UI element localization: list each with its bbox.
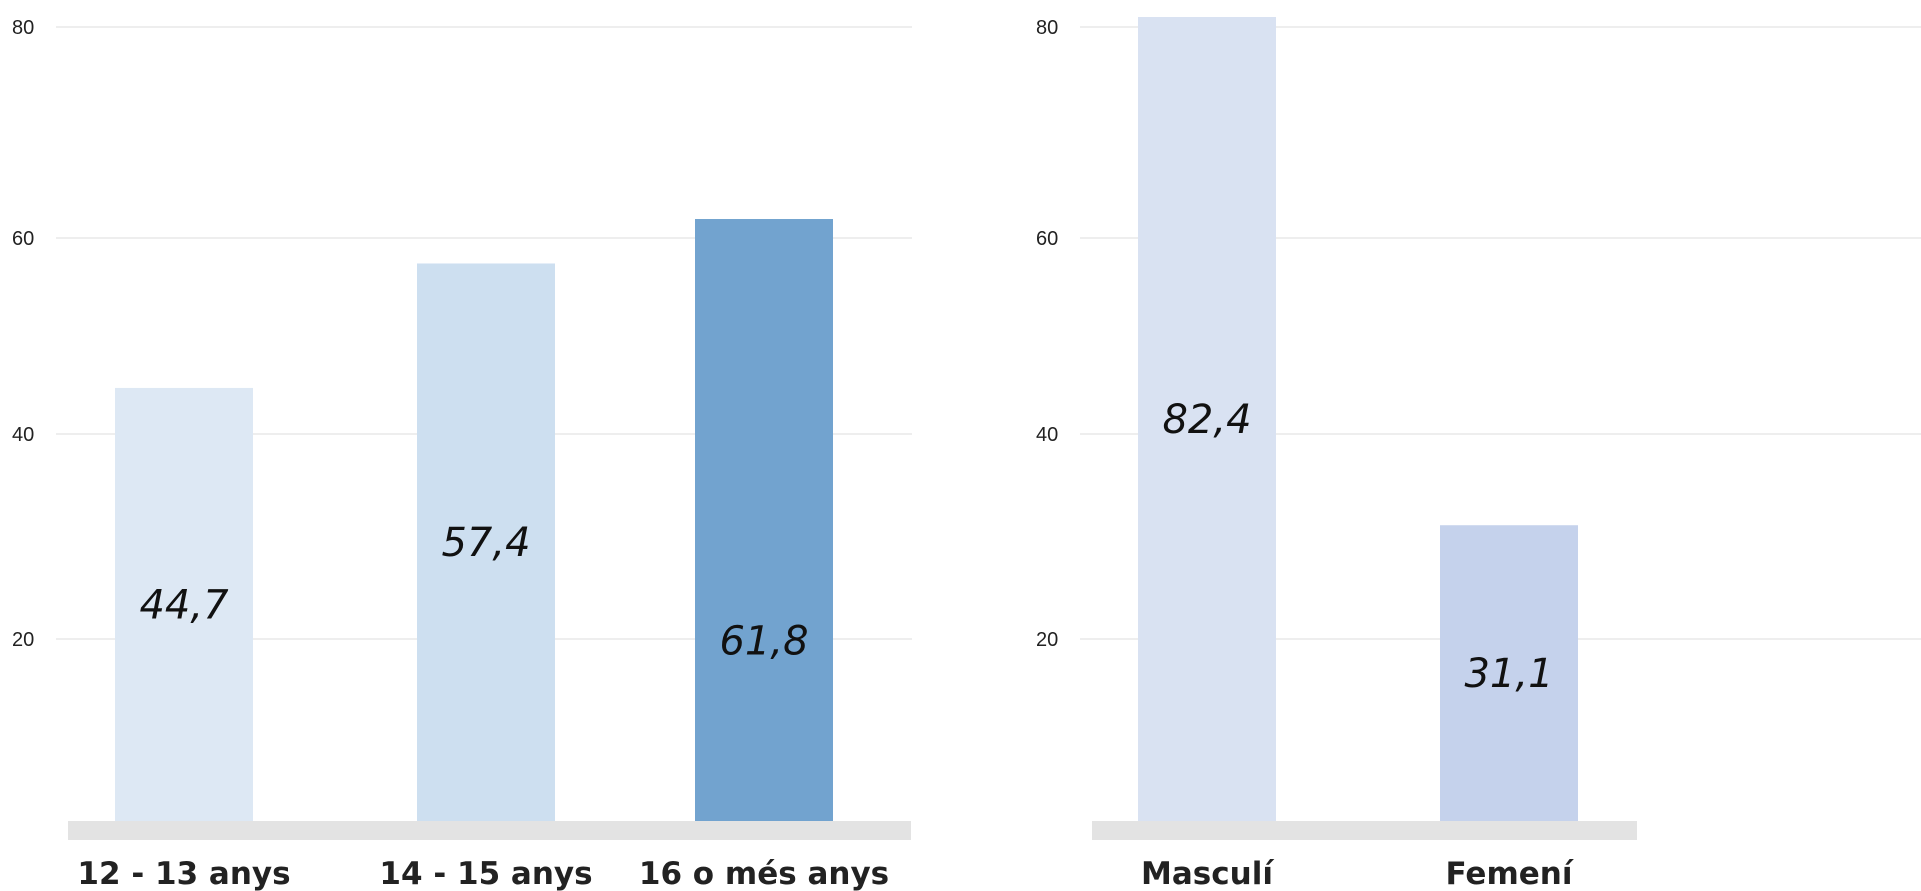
category-label: 14 - 15 anys xyxy=(379,856,592,891)
chart-gender: 20 40 60 80 82,4 Masculí 31,1 Femení xyxy=(1036,17,1921,891)
y-tick-label: 80 xyxy=(12,17,34,39)
y-tick-label: 40 xyxy=(12,424,34,446)
y-tick-label: 60 xyxy=(1036,228,1058,250)
bar-2 xyxy=(417,263,555,822)
y-tick-label: 80 xyxy=(1036,17,1058,39)
x-axis-baseline xyxy=(1092,821,1637,840)
y-tick-label: 20 xyxy=(1036,629,1058,651)
chart-age-groups: 20 40 60 80 44,7 12 - 13 anys 57,4 14 - 15 anys… xyxy=(12,17,912,891)
category-label: Femení xyxy=(1446,856,1574,891)
data-label: 44,7 xyxy=(139,582,229,628)
y-tick-label: 60 xyxy=(12,228,34,250)
bar-2 xyxy=(1440,525,1578,821)
y-tick-label: 20 xyxy=(12,629,34,651)
bar-1 xyxy=(1138,17,1276,821)
bar-3 xyxy=(695,219,833,821)
category-label: 12 - 13 anys xyxy=(77,856,290,891)
data-label: 82,4 xyxy=(1162,397,1251,443)
category-label: Masculí xyxy=(1141,856,1274,891)
bar-1 xyxy=(115,387,253,821)
category-label: 16 o més anys xyxy=(639,856,889,891)
data-label: 57,4 xyxy=(441,520,530,566)
x-axis-baseline xyxy=(68,821,911,840)
data-label: 31,1 xyxy=(1464,651,1553,697)
data-label: 61,8 xyxy=(719,618,808,664)
y-tick-label: 40 xyxy=(1036,424,1058,446)
